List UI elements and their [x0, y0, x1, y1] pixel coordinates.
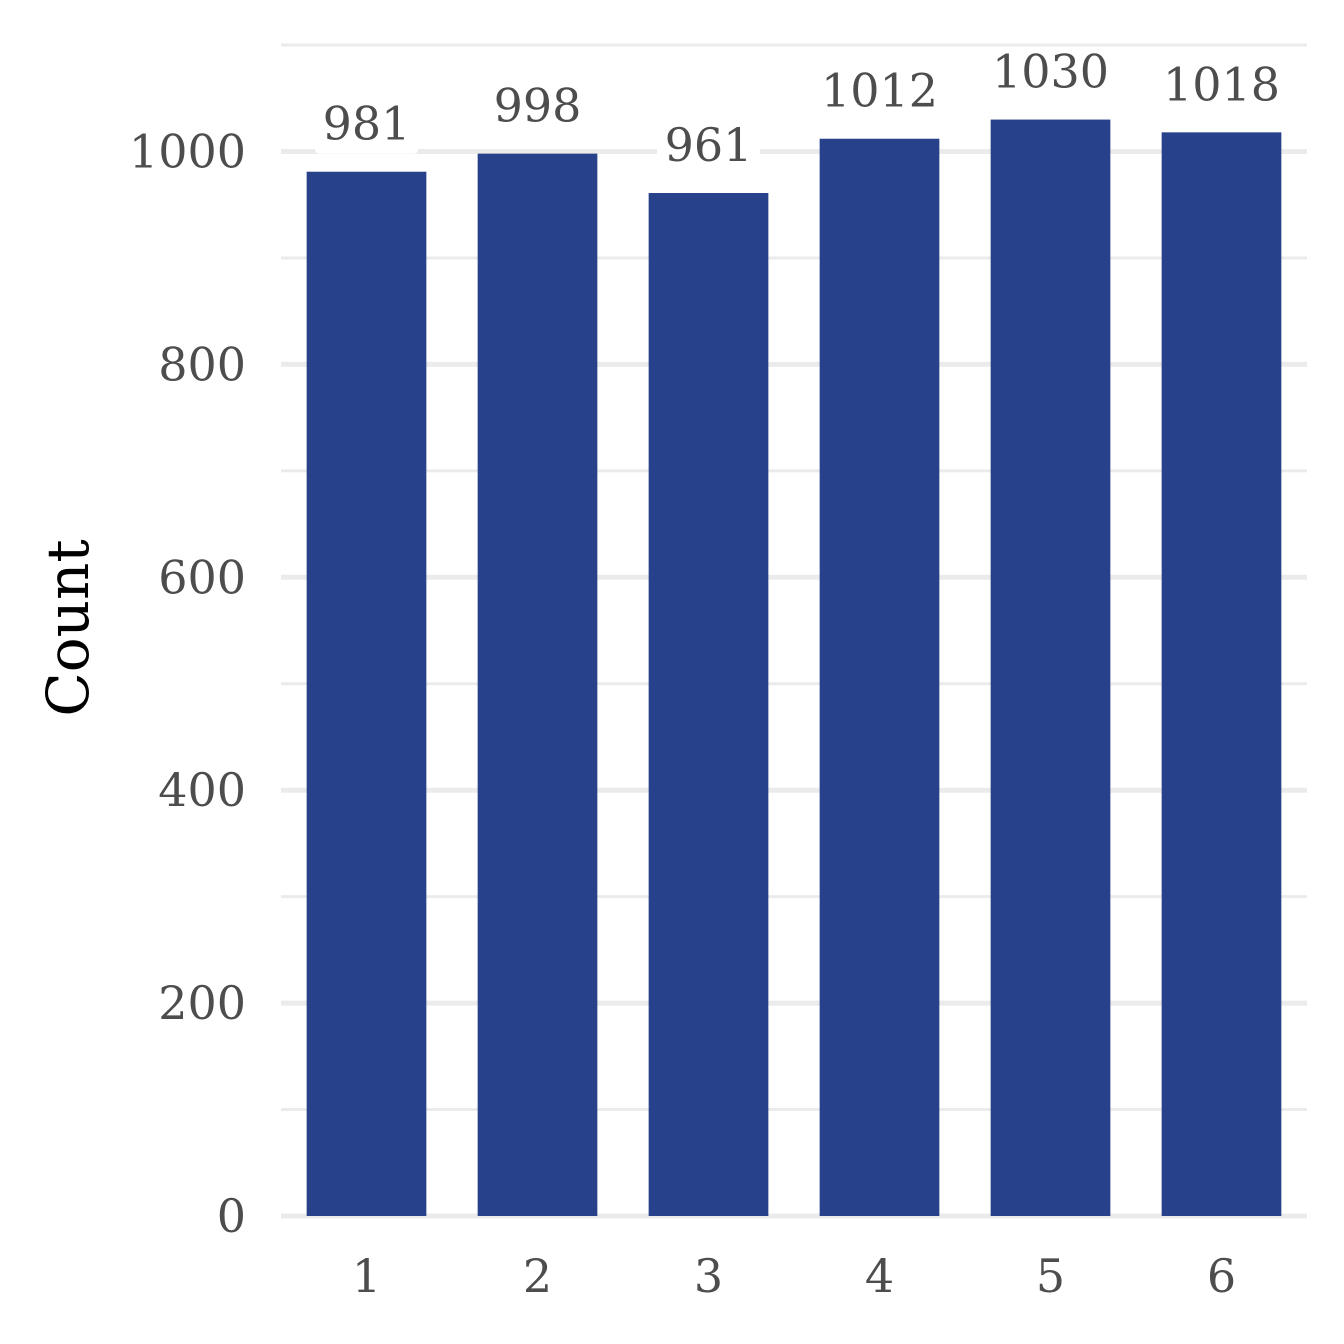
- x-axis: 1 2 3 4 5 6: [352, 1249, 1236, 1303]
- data-label: 1030: [992, 45, 1109, 99]
- bar: [1161, 132, 1282, 1217]
- x-tick-label: 4: [865, 1249, 894, 1303]
- y-tick-label: 200: [158, 976, 246, 1030]
- bars: [306, 119, 1282, 1217]
- data-label-background: [315, 101, 418, 154]
- x-tick-label: 6: [1207, 1249, 1236, 1303]
- data-label-background: [657, 123, 760, 176]
- bar: [990, 119, 1111, 1217]
- y-axis-title: Count: [34, 539, 102, 716]
- data-label-background: [813, 68, 946, 121]
- y-axis: 0 200 400 600 800 1000: [129, 125, 246, 1244]
- y-tick-label: 0: [217, 1189, 246, 1243]
- y-tick-label: 1000: [129, 125, 246, 179]
- x-tick-label: 1: [352, 1249, 381, 1303]
- data-label: 1018: [1163, 57, 1280, 111]
- y-tick-label: 400: [158, 763, 246, 817]
- data-labels: 981 998 961 1012 1030 1018: [315, 45, 1288, 176]
- bar: [306, 171, 427, 1217]
- data-label-background: [486, 83, 589, 136]
- data-label: 998: [494, 79, 582, 133]
- x-tick-label: 3: [694, 1249, 723, 1303]
- data-label: 981: [323, 97, 411, 151]
- data-label: 961: [665, 118, 753, 172]
- bar: [819, 138, 940, 1217]
- bar: [477, 153, 598, 1216]
- data-label-background: [1155, 62, 1288, 115]
- x-tick-label: 5: [1036, 1249, 1065, 1303]
- data-label: 1012: [821, 64, 938, 118]
- y-tick-label: 600: [158, 550, 246, 604]
- x-tick-label: 2: [523, 1249, 552, 1303]
- bar: [648, 193, 769, 1216]
- gridlines: [281, 43, 1307, 1219]
- y-tick-label: 800: [158, 337, 246, 391]
- data-label-background: [984, 49, 1117, 102]
